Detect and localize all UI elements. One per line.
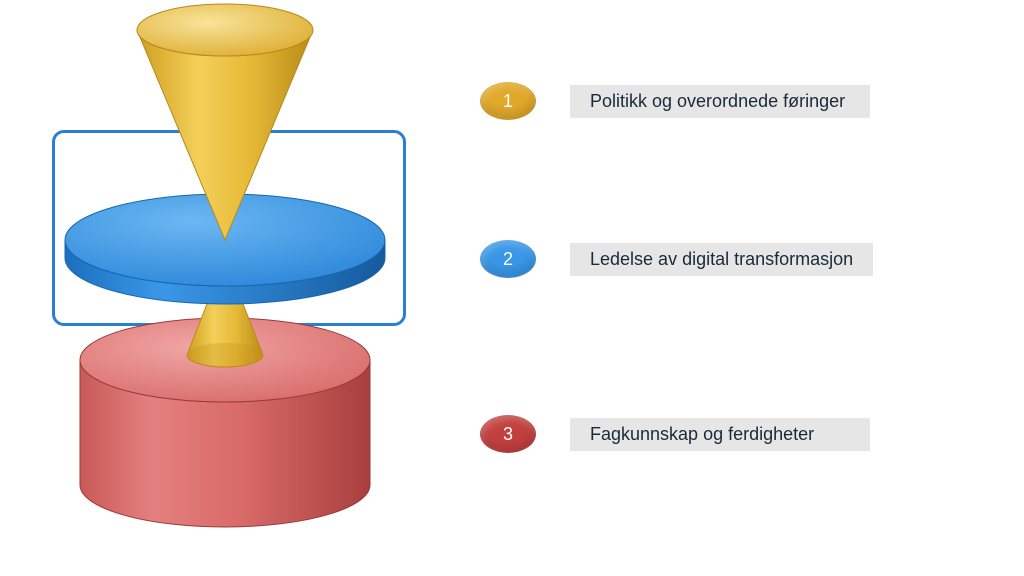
legend-number: 3 <box>503 424 513 445</box>
legend-row-1: 1 Politikk og overordnede føringer <box>480 82 870 120</box>
legend-row-3: 3 Fagkunnskap og ferdigheter <box>480 415 870 453</box>
legend-badge-3: 3 <box>480 415 536 453</box>
legend-label-3: Fagkunnskap og ferdigheter <box>570 418 870 451</box>
legend-row-2: 2 Ledelse av digital transformasjon <box>480 240 873 278</box>
legend-label-2: Ledelse av digital transformasjon <box>570 243 873 276</box>
legend-badge-1: 1 <box>480 82 536 120</box>
legend-number: 2 <box>503 249 513 270</box>
legend-badge-2: 2 <box>480 240 536 278</box>
legend-number: 1 <box>503 91 513 112</box>
legend-label-1: Politikk og overordnede føringer <box>570 85 870 118</box>
legend-area: 1 Politikk og overordnede føringer 2 Led… <box>480 0 1000 576</box>
diagram-svg <box>0 0 430 576</box>
diagram-area <box>0 0 430 576</box>
